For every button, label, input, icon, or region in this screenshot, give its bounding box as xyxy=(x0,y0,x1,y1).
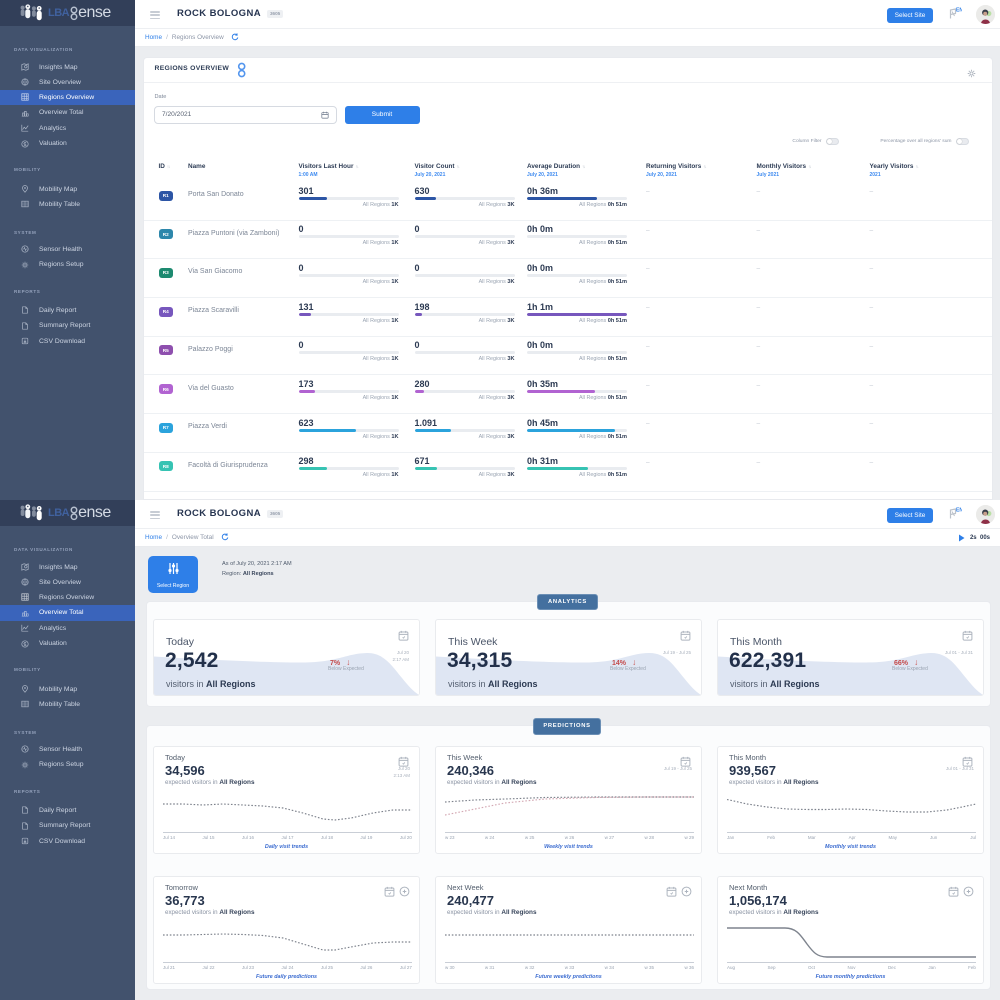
svg-text:EN: EN xyxy=(956,508,962,514)
svg-text:EN: EN xyxy=(956,8,962,14)
